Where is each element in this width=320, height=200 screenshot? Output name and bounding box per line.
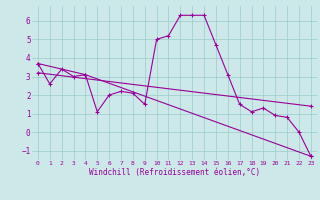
X-axis label: Windchill (Refroidissement éolien,°C): Windchill (Refroidissement éolien,°C)	[89, 168, 260, 177]
